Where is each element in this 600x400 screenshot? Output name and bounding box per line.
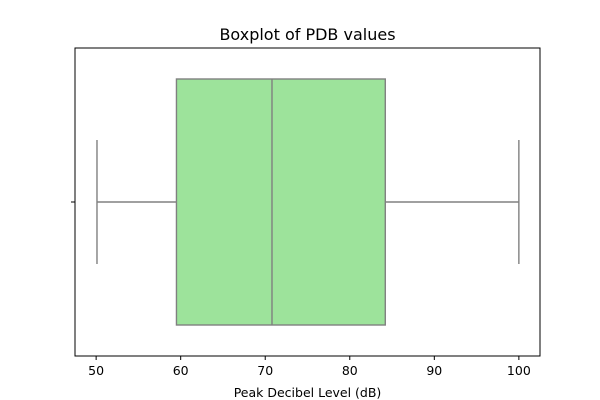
x-axis-label: Peak Decibel Level (dB) xyxy=(234,385,382,400)
interquartile-box xyxy=(175,78,386,326)
x-tick-label: 100 xyxy=(507,363,531,378)
x-tick-label: 50 xyxy=(88,363,104,378)
x-tick-label: 70 xyxy=(257,363,273,378)
plot-area xyxy=(74,47,541,357)
x-tick-label: 80 xyxy=(342,363,358,378)
x-tick-label: 60 xyxy=(173,363,189,378)
x-tick-label: 90 xyxy=(426,363,442,378)
x-axis: 50 60 70 80 90 100 xyxy=(71,201,531,378)
chart-title: Boxplot of PDB values xyxy=(219,25,395,44)
